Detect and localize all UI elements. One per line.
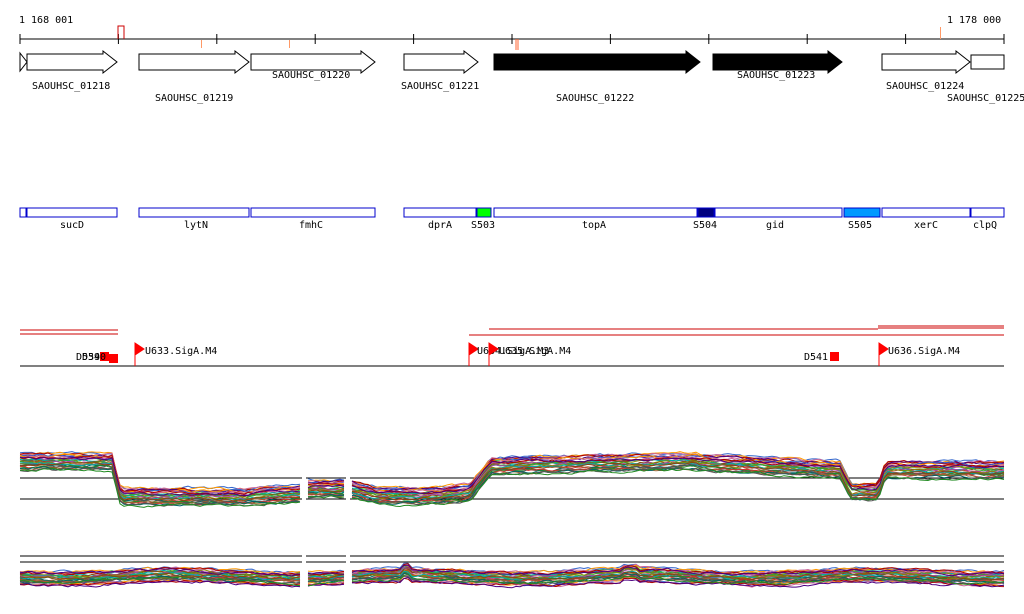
gene-arrow-partial[interactable] [19,51,28,73]
promoter-track: U633.SigA.M4 U634.SigA.M3 D541 U636.SigA.M4… [20,325,1004,367]
gene-arrow-saouhsc_01220[interactable] [250,49,376,75]
feature-box-fmhc[interactable] [250,207,376,218]
gene-arrow-saouhsc_01223[interactable] [712,49,843,75]
feature-track: sucD lytN fmhC dprA S503 topA S504 gid S505 xerC c… [19,207,1005,231]
gene-label: SAOUHSC_01219 [155,93,233,104]
feature-box-xerc[interactable] [881,207,971,218]
terminator-marker[interactable] [100,352,109,361]
expression-track-lower [19,550,1005,610]
gene-track: SAOUHSC_01218 SAOUHSC_01219 SAOUHSC_01220 S… [19,49,1024,104]
gene-label: SAOUHSC_01220 [272,70,350,81]
feature-label: S503 [471,220,495,231]
feature-box-s504[interactable] [697,207,715,218]
feature-label: fmhC [299,220,323,231]
promoter-label: U634.SigA.M3 [477,346,549,357]
promoter-flag[interactable] [468,342,479,366]
track-gap [346,550,350,610]
gene-label: SAOUHSC_01224 [886,81,964,92]
gene-label: SAOUHSC_01221 [401,81,479,92]
ruler-tick-mark [940,27,941,39]
gene-arrow-saouhsc_01222[interactable] [493,49,701,75]
terminator-marker[interactable] [830,352,839,361]
coordinate-ruler: 1 168 001 1 178 000 [19,15,1005,50]
feature-label: xerC [914,220,938,231]
feature-box-dpra[interactable] [403,207,477,218]
expression-profile-line [19,456,1005,497]
feature-box-clpq[interactable] [970,207,1005,218]
ruler-start-label: 1 168 001 [19,15,73,26]
terminator-marker[interactable] [109,354,118,363]
promoter-label: D541 [804,352,828,363]
gene-arrow-saouhsc_01224[interactable] [881,49,971,75]
gene-label: SAOUHSC_01222 [556,93,634,104]
feature-label: sucD [60,220,84,231]
ruler-tick-mark [201,40,202,48]
gene-arrow-saouhsc_01221[interactable] [403,49,479,75]
feature-box-sucd[interactable] [26,207,118,218]
track-gap [302,445,306,505]
feature-box-s505[interactable] [843,207,881,218]
expression-profile-line [19,467,1005,508]
feature-label: topA [582,220,606,231]
expression-profile-line [19,568,1005,581]
feature-label: dprA [428,220,452,231]
gene-label: SAOUHSC_01218 [32,81,110,92]
feature-label: clpQ [973,220,997,231]
expression-track-upper [19,445,1005,508]
ruler-marker-highlight [117,25,125,39]
gene-label: SAOUHSC_01225 [947,93,1024,104]
gene-label: SAOUHSC_01223 [737,70,815,81]
gene-arrow-saouhsc_01225[interactable] [970,54,1005,70]
feature-label: lytN [184,220,208,231]
feature-label: S504 [693,220,717,231]
ruler-tick-mark [515,39,519,50]
overlap-label: D540 [82,352,106,363]
expression-profile-line [19,461,1005,502]
promoter-flag[interactable] [878,342,889,366]
track-gap [346,445,350,505]
overlap-label: U635.SigA.M4 [499,346,571,357]
expression-profile-line [19,573,1005,587]
promoter-label: U633.SigA.M4 [145,346,217,357]
promoter-flag[interactable] [488,342,499,366]
ruler-tick-mark [289,40,290,48]
gene-arrow-saouhsc_01218[interactable] [26,49,118,75]
feature-label: gid [766,220,784,231]
feature-box-lytn[interactable] [138,207,250,218]
gene-arrow-saouhsc_01219[interactable] [138,49,250,75]
feature-box-s503[interactable] [476,207,492,218]
expression-profile-line [19,564,1005,577]
feature-box-partial[interactable] [19,207,27,218]
track-gap [302,550,306,610]
feature-box-topa[interactable] [493,207,698,218]
ruler-end-label: 1 178 000 [947,15,1001,26]
promoter-flag[interactable] [134,342,145,366]
feature-box-gid[interactable] [714,207,843,218]
promoter-label: U636.SigA.M4 [888,346,960,357]
overlap-label: D539 [76,352,100,363]
feature-label: S505 [848,220,872,231]
